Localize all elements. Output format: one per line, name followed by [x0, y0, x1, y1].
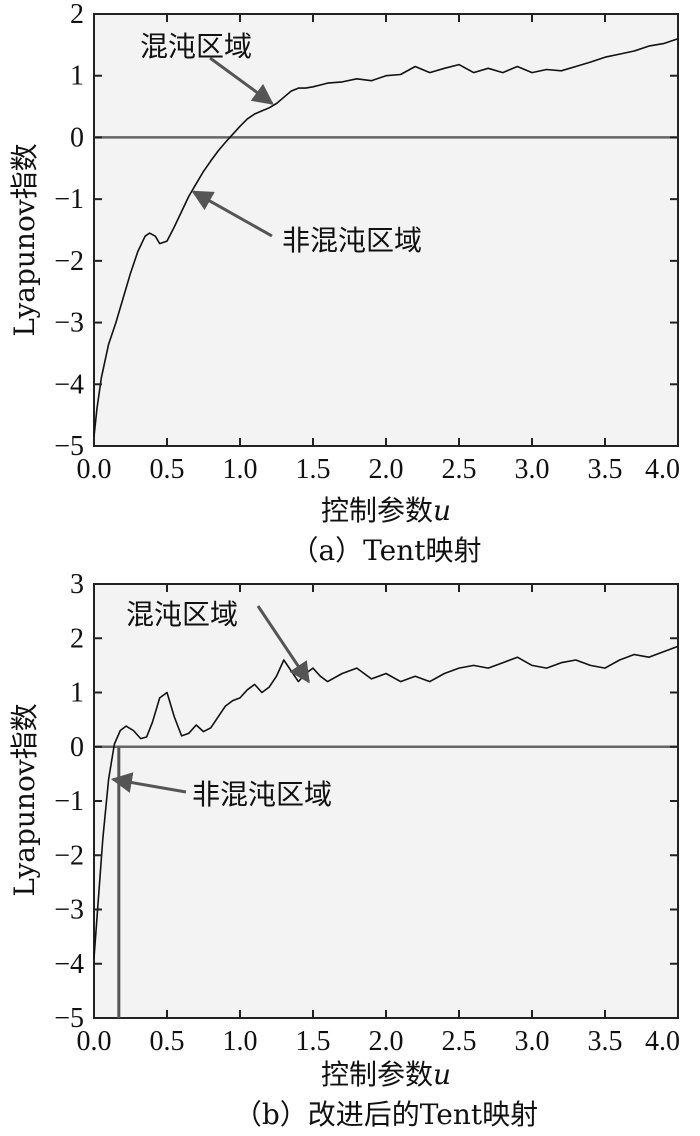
chart-b: −5 −4 −3 −2 −1 0 1 2 3 0.0 0.5 1.0 1.5 2.0 2.5 3.0 3.5 4…	[8, 569, 680, 1131]
y-tick-label: −2	[54, 246, 84, 277]
x-tick-label: 0.5	[150, 1026, 185, 1057]
x-tick-label: 2.5	[442, 454, 477, 485]
y-tick-label: 2	[70, 0, 84, 30]
plot-area-a	[93, 13, 679, 447]
x-tick-label: 2.0	[369, 454, 404, 485]
y-tick-label: −4	[54, 369, 84, 400]
y-tick-label: −1	[54, 786, 84, 817]
y-tick-label: 1	[70, 61, 84, 92]
x-tick-label: 0.0	[77, 454, 112, 485]
y-tick-label: −1	[54, 184, 84, 215]
annotation-arrow	[256, 605, 310, 684]
x-tick-label: 1.5	[296, 454, 331, 485]
x-tick-label: 2.5	[442, 1026, 477, 1057]
x-tick-label: 0.0	[77, 1026, 112, 1057]
x-tick-label: 2.0	[369, 1026, 404, 1057]
annotation-arrow	[110, 772, 187, 794]
series-line-a	[93, 37, 679, 437]
y-ticks-b: −5 −4 −3 −2 −1 0 1 2 3	[54, 569, 678, 1034]
x-tick-label: 0.5	[150, 454, 185, 485]
y-tick-label: 1	[70, 678, 84, 709]
x-tick-label: 1.0	[223, 1026, 258, 1057]
x-tick-label: 1.0	[223, 454, 258, 485]
y-tick-label: −4	[54, 949, 84, 980]
y-tick-label: 0	[70, 122, 84, 153]
x-tick-label: 4.0	[645, 454, 680, 485]
y-tick-label: −5	[54, 431, 84, 462]
x-tick-label: 3.5	[588, 454, 623, 485]
series-line	[93, 37, 679, 437]
y-tick-label: 3	[70, 569, 84, 600]
y-axis-label-b: Lyapunov指数	[8, 703, 41, 896]
y-tick-label: −2	[54, 840, 84, 871]
x-tick-label: 1.5	[296, 1026, 331, 1057]
annotation-arrow	[209, 56, 274, 105]
x-axis-label-a: 控制参数u	[321, 494, 451, 527]
y-tick-label: 0	[70, 732, 84, 763]
y-ticks-a: −5 −4 −3 −2 −1 0 1 2	[54, 0, 678, 462]
y-tick-label: −3	[54, 895, 84, 926]
x-tick-label: 3.5	[588, 1026, 623, 1057]
y-tick-label: −3	[54, 308, 84, 339]
x-axis-label-b: 控制参数u	[321, 1058, 451, 1091]
caption-b: （b）改进后的Tent映射	[234, 1098, 538, 1131]
annotation-label: 混沌区域	[126, 598, 238, 631]
x-tick-label: 3.0	[515, 454, 550, 485]
caption-a: （a）Tent映射	[290, 534, 481, 567]
y-tick-label: −5	[54, 1003, 84, 1034]
annotation-arrow	[191, 190, 273, 238]
annotation-label: 非混沌区域	[192, 778, 332, 811]
chart-a: −5 −4 −3 −2 −1 0 1 2 0.0 0.5 1.0 1.5 2.0 2.5 3.0 3.5 4.…	[8, 0, 680, 567]
x-ticks-a: 0.0 0.5 1.0 1.5 2.0 2.5 3.0 3.5 4.0	[77, 14, 680, 485]
x-ticks-b: 0.0 0.5 1.0 1.5 2.0 2.5 3.0 3.5 4.0	[77, 584, 680, 1057]
annotation-label: 非混沌区域	[282, 224, 422, 257]
plot-area-b	[93, 583, 679, 1019]
x-tick-label: 4.0	[645, 1026, 680, 1057]
annotation-label: 混沌区域	[140, 30, 252, 63]
y-axis-label-a: Lyapunov指数	[8, 143, 41, 336]
y-tick-label: 2	[70, 623, 84, 654]
x-tick-label: 3.0	[515, 1026, 550, 1057]
